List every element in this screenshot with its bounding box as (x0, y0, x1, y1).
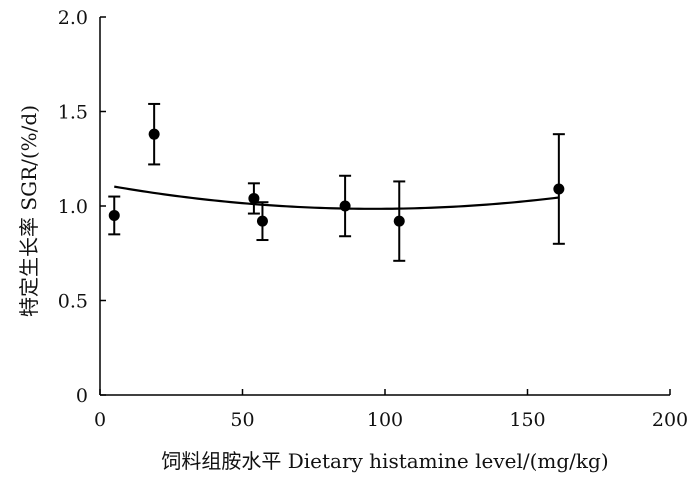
x-tick-label: 0 (94, 409, 106, 431)
data-point (393, 215, 405, 227)
x-ticks: 0 50 100 150 200 (94, 389, 688, 431)
error-bars (108, 102, 565, 262)
data-point (339, 200, 351, 212)
data-point (553, 183, 565, 195)
y-tick-label: 0 (76, 385, 88, 407)
y-tick-label: 2.0 (58, 7, 88, 29)
axes (99, 17, 670, 396)
x-axis-label: 饲料组胺水平 Dietary histamine level/(mg/kg) (161, 449, 608, 473)
y-axis-label: 特定生长率 SGR/(%/d) (17, 105, 41, 317)
y-tick-label: 1.0 (58, 196, 88, 218)
data-points (108, 128, 565, 227)
y-tick-label: 1.5 (58, 102, 88, 124)
data-point (248, 192, 260, 204)
y-tick-label: 0.5 (58, 291, 88, 313)
y-ticks: 0 0.5 1.0 1.5 2.0 (58, 7, 106, 407)
data-point (256, 215, 268, 227)
x-tick-label: 50 (230, 409, 254, 431)
x-tick-label: 100 (367, 409, 403, 431)
data-point (148, 128, 160, 140)
x-tick-label: 200 (652, 409, 688, 431)
x-tick-label: 150 (509, 409, 545, 431)
fit-curve (114, 185, 559, 210)
data-point (108, 209, 120, 221)
